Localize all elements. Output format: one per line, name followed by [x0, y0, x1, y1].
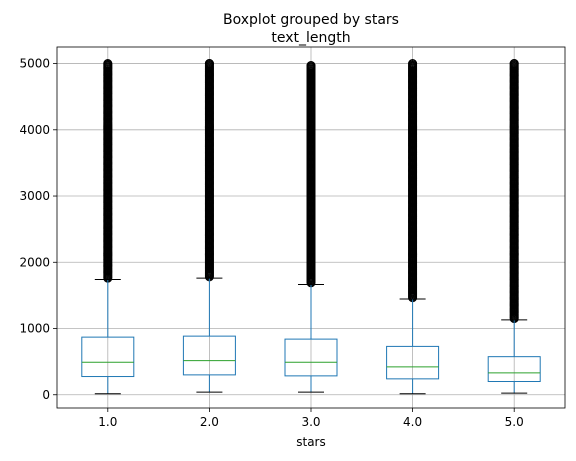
y-tick-label: 3000: [19, 189, 50, 203]
iqr-box: [284, 338, 338, 377]
iqr-box: [386, 345, 440, 380]
outlier-points: [509, 59, 519, 324]
y-tick-label: 4000: [19, 123, 50, 137]
outlier-points: [306, 61, 316, 288]
y-tick-label: 0: [42, 388, 50, 402]
x-tick-label: 5.0: [505, 415, 524, 429]
y-axis: 0 1000 2000 3000 4000 5000: [19, 57, 57, 402]
x-tick-label: 3.0: [301, 415, 320, 429]
outlier-point: [204, 59, 214, 69]
iqr-box: [487, 356, 541, 383]
x-tick-label: 4.0: [403, 415, 422, 429]
chart-title: text_length: [271, 30, 350, 46]
outlier-points: [204, 59, 214, 282]
x-tick-label: 1.0: [98, 415, 117, 429]
box-group: [386, 59, 440, 395]
outlier-points: [103, 59, 113, 283]
box-group: [182, 59, 236, 393]
y-tick-label: 5000: [19, 57, 50, 71]
x-axis: 1.0 2.0 3.0 4.0 5.0: [98, 408, 524, 429]
iqr-box: [81, 336, 135, 378]
box-group: [487, 59, 541, 394]
y-tick-label: 1000: [19, 322, 50, 336]
box-group: [81, 59, 135, 395]
outlier-point: [408, 59, 418, 69]
x-axis-label: stars: [296, 435, 326, 449]
outlier-point: [509, 59, 519, 69]
outlier-points: [408, 59, 418, 303]
iqr-box: [182, 335, 236, 376]
x-tick-label: 2.0: [200, 415, 219, 429]
chart-suptitle: Boxplot grouped by stars: [223, 12, 399, 28]
outlier-point: [103, 59, 113, 69]
box-groups: [81, 59, 541, 395]
box-group: [284, 61, 338, 393]
outlier-point: [306, 61, 316, 71]
y-tick-label: 2000: [19, 255, 50, 269]
